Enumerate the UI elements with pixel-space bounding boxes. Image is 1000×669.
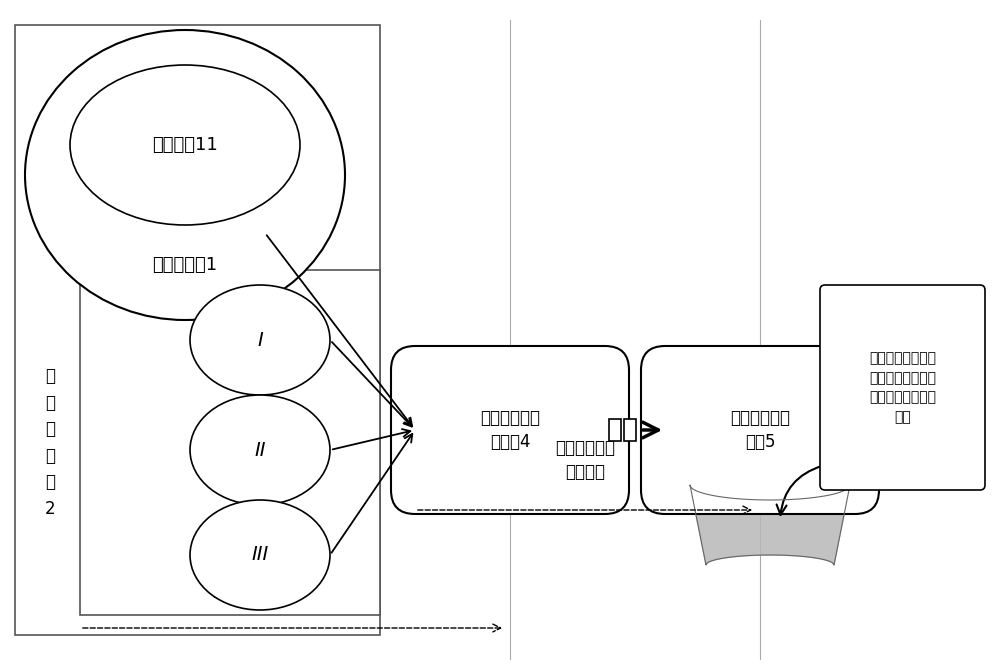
- Text: II: II: [254, 440, 266, 460]
- Bar: [15, 25, 380, 635]
- Ellipse shape: [70, 65, 300, 225]
- Text: 无线短距离传
输装置4: 无线短距离传 输装置4: [480, 409, 540, 452]
- Ellipse shape: [190, 500, 330, 610]
- Text: 主管理终端1: 主管理终端1: [152, 256, 218, 274]
- Polygon shape: [690, 485, 850, 565]
- Text: 副
管
理
终
端
2: 副 管 理 终 端 2: [45, 367, 55, 518]
- Bar: [80, 270, 380, 615]
- Ellipse shape: [190, 285, 330, 395]
- Ellipse shape: [190, 395, 330, 505]
- Text: 收款提示信息
属性特征: 收款提示信息 属性特征: [555, 438, 615, 482]
- FancyBboxPatch shape: [820, 285, 985, 490]
- Text: I: I: [257, 330, 263, 349]
- Text: III: III: [251, 545, 269, 565]
- FancyBboxPatch shape: [641, 346, 879, 514]
- Ellipse shape: [25, 30, 345, 320]
- Bar: [609, 419, 621, 441]
- Text: 支付现场提示
设备5: 支付现场提示 设备5: [730, 409, 790, 452]
- Text: 选取相同订单识别
码的最早收款提示
信息属性特征进行
提示: 选取相同订单识别 码的最早收款提示 信息属性特征进行 提示: [869, 351, 936, 423]
- Bar: [624, 419, 636, 441]
- Text: 收款提示信息
属性特征: 收款提示信息 属性特征: [202, 557, 262, 599]
- FancyBboxPatch shape: [391, 346, 629, 514]
- Text: 存储单元11: 存储单元11: [152, 136, 218, 154]
